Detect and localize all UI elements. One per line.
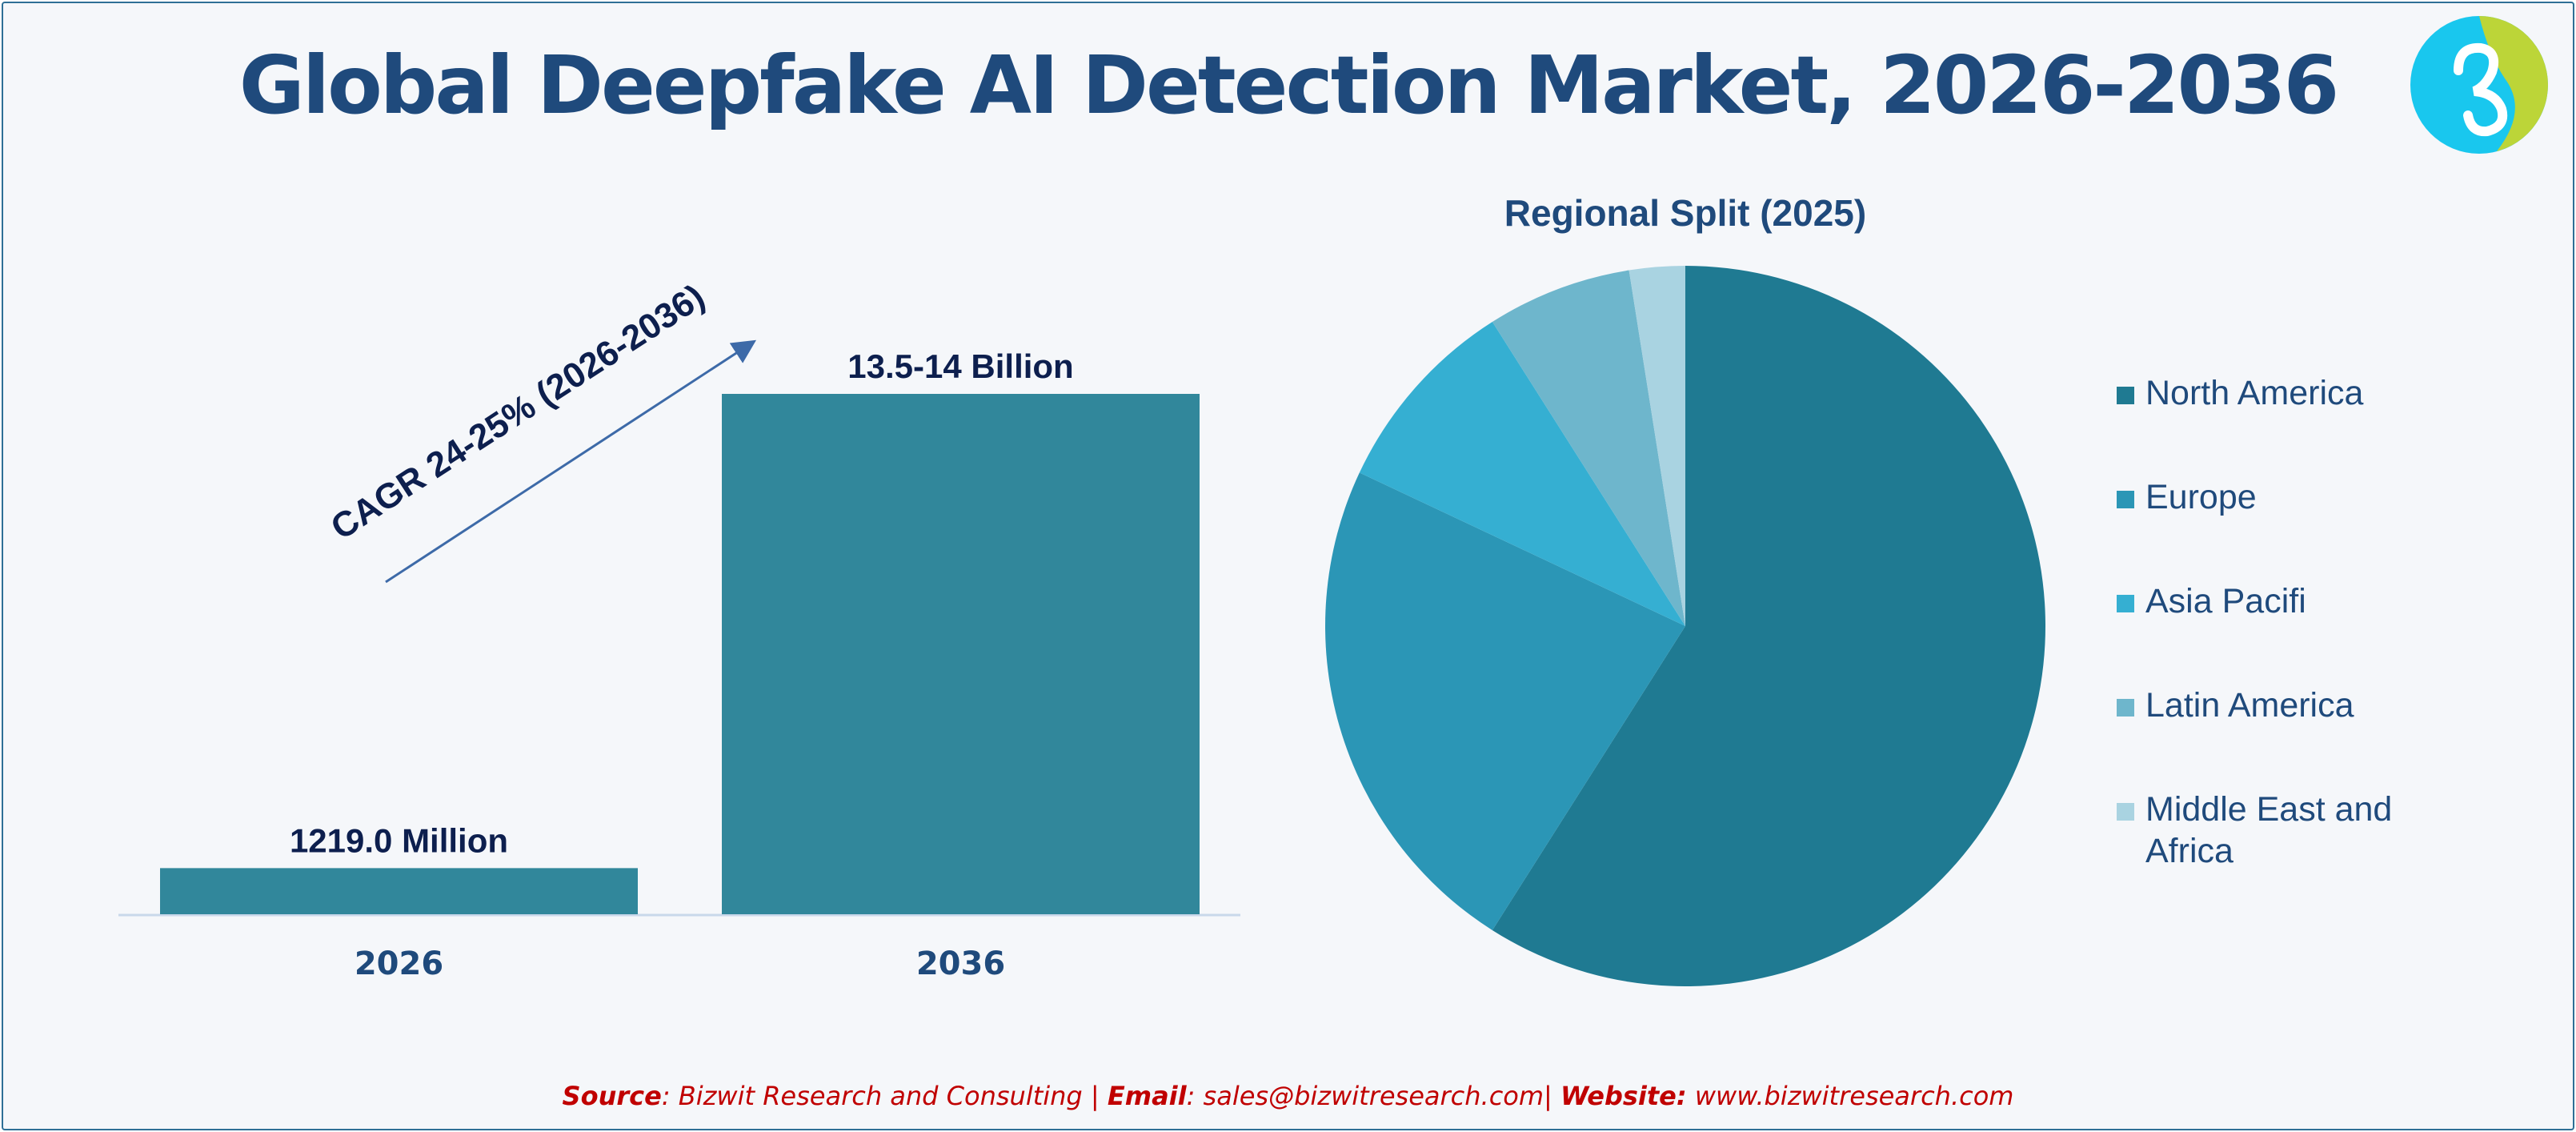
x-tick-label: 2036: [916, 945, 1005, 982]
pie-legend: North America Europe Asia Pacifi Latin Amer…: [2117, 372, 2469, 893]
website-text: www.bizwitresearch.com: [1686, 1081, 2014, 1111]
source-footer: Source: Bizwit Research and Consulting |…: [0, 1081, 2576, 1111]
legend-swatch: [2117, 803, 2134, 821]
legend-item: Europe: [2117, 476, 2469, 580]
pie-slice-europe: [1325, 472, 1685, 930]
pie-slice-asia-pacifi: [1359, 322, 1685, 626]
x-tick-label: 2026: [355, 945, 443, 982]
bar-2036: [722, 394, 1200, 914]
legend-label: Middle East and Africa: [2145, 790, 2393, 870]
pie-slice-middle-east-and-africa: [1629, 266, 1685, 626]
cagr-annotation: CAGR 24-25% (2026-2036): [324, 277, 711, 548]
cagr-arrow: [385, 339, 757, 584]
legend-label: Asia Pacifi: [2145, 582, 2306, 620]
bizwit-logo-icon: [2410, 16, 2548, 154]
pie-slice-latin-america: [1492, 270, 1685, 626]
pie-title: Regional Split (2025): [1504, 192, 1866, 234]
legend-swatch: [2117, 491, 2134, 508]
legend-item: Latin America: [2117, 684, 2469, 789]
legend-item: Middle East and Africa: [2117, 789, 2469, 893]
bar-data-label: 13.5-14 Billion: [847, 347, 1073, 385]
legend-label: Europe: [2145, 478, 2257, 516]
source-label: Source: [562, 1081, 662, 1111]
legend-item: North America: [2117, 372, 2469, 476]
email-text: : sales@bizwitresearch.com|: [1186, 1081, 1560, 1111]
legend-swatch: [2117, 699, 2134, 717]
email-label: Email: [1107, 1081, 1187, 1111]
source-text: : Bizwit Research and Consulting |: [661, 1081, 1108, 1111]
bar-2026: [160, 868, 638, 914]
legend-item: Asia Pacifi: [2117, 580, 2469, 684]
page-title: Global Deepfake AI Detection Market, 202…: [238, 38, 2340, 132]
legend-swatch: [2117, 387, 2134, 404]
legend-swatch: [2117, 595, 2134, 612]
pie-slice-north-america: [1492, 266, 2045, 986]
legend-label: North America: [2145, 374, 2364, 412]
legend-label: Latin America: [2145, 686, 2354, 725]
website-label: Website:: [1560, 1081, 1687, 1111]
bar-data-label: 1219.0 Million: [290, 821, 508, 859]
